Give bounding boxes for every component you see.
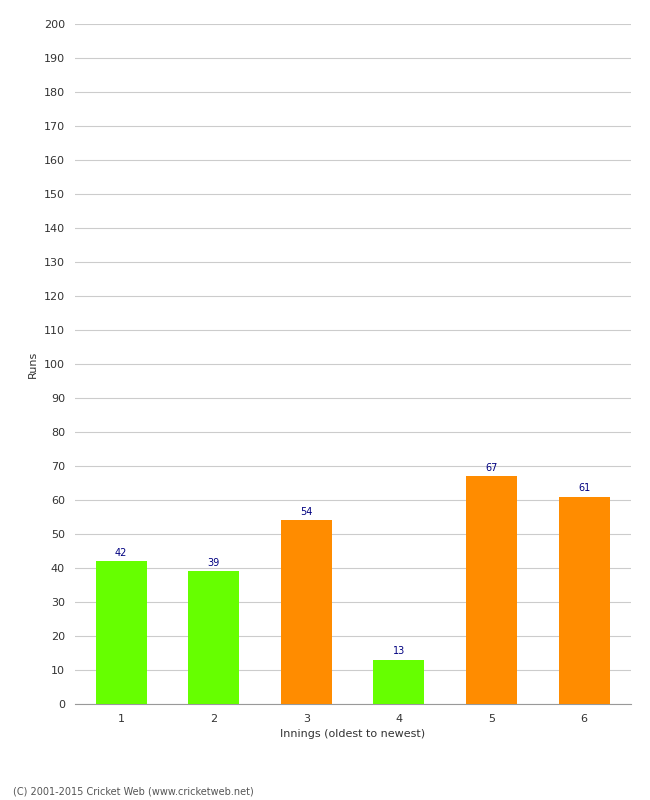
Bar [374,660,424,704]
Bar [466,476,517,704]
X-axis label: Innings (oldest to newest): Innings (oldest to newest) [280,730,425,739]
Y-axis label: Runs: Runs [29,350,38,378]
Bar [188,571,239,704]
Text: 13: 13 [393,646,405,656]
Text: 54: 54 [300,507,313,517]
Bar [559,497,610,704]
Text: 39: 39 [207,558,220,568]
Bar [281,520,332,704]
Text: 61: 61 [578,483,590,493]
Bar [96,562,146,704]
Text: 42: 42 [115,548,127,558]
Text: (C) 2001-2015 Cricket Web (www.cricketweb.net): (C) 2001-2015 Cricket Web (www.cricketwe… [13,786,254,796]
Text: 67: 67 [486,462,498,473]
